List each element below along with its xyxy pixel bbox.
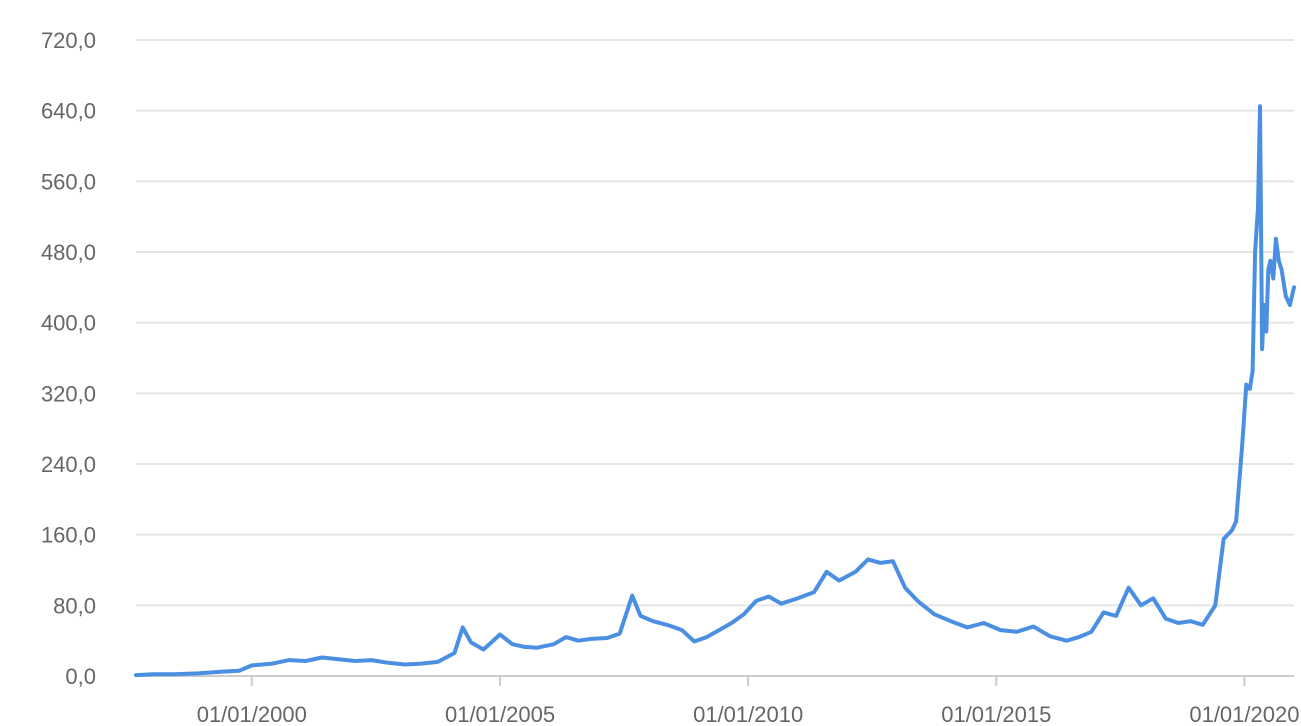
y-tick-label: 160,0: [41, 523, 96, 548]
x-axis: 01/01/2000 01/01/2005 01/01/2010 01/01/2015…: [197, 676, 1299, 726]
x-tick-label: 01/01/2015: [941, 702, 1051, 726]
series-line: [134, 104, 1296, 678]
x-tick-label: 01/01/2020: [1189, 702, 1299, 726]
y-tick-label: 720,0: [41, 28, 96, 53]
x-tick-label: 01/01/2005: [445, 702, 555, 726]
x-tick-label: 01/01/2010: [693, 702, 803, 726]
x-tick-label: 01/01/2000: [197, 702, 307, 726]
y-tick-label: 240,0: [41, 452, 96, 477]
y-tick-label: 0,0: [65, 664, 96, 689]
y-tick-label: 80,0: [53, 593, 96, 618]
y-tick-label: 640,0: [41, 99, 96, 124]
y-tick-label: 400,0: [41, 311, 96, 336]
y-axis: 0,0 80,0 160,0 240,0 320,0 400,0 480,0 560,0 640…: [41, 28, 96, 689]
y-tick-label: 560,0: [41, 169, 96, 194]
gridlines: [136, 39, 1294, 677]
y-tick-label: 480,0: [41, 240, 96, 265]
y-tick-label: 320,0: [41, 381, 96, 406]
series: [134, 104, 1296, 678]
